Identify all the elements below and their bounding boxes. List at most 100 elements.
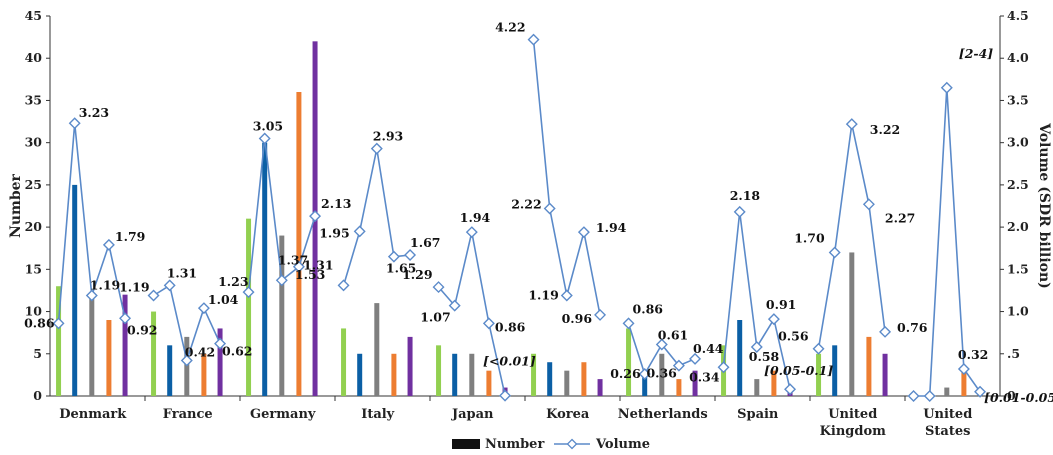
volume-marker [828, 246, 841, 259]
bar [659, 353, 665, 396]
bar [374, 303, 380, 396]
data-label: 0.86 [633, 301, 664, 316]
y-right-tick-label: 3.5 [1007, 92, 1029, 107]
bar [279, 235, 285, 396]
volume-marker [862, 198, 875, 211]
volume-marker [163, 279, 176, 292]
volume-marker [923, 390, 936, 402]
volume-line [532, 39, 601, 316]
bar [56, 286, 62, 396]
bar [626, 328, 632, 396]
data-label: 1.19 [90, 278, 120, 293]
data-label: 1.53 [295, 267, 325, 282]
y-left-axis-title: Number [8, 173, 24, 237]
bar [262, 142, 268, 396]
volume-marker [527, 33, 540, 46]
volume-marker [482, 317, 495, 330]
data-label: 1.04 [208, 292, 239, 307]
volume-marker [337, 279, 350, 292]
y-right-tick-label: 1.5 [1007, 261, 1029, 276]
data-label: 0.91 [766, 297, 796, 312]
volume-marker [387, 250, 400, 263]
category-label: Spain [737, 407, 779, 422]
data-label: 0.61 [658, 327, 688, 342]
data-label: 1.95 [319, 225, 349, 240]
y-right-tick-label: 1.0 [1007, 304, 1029, 319]
volume-marker [147, 289, 160, 302]
volume-marker [812, 342, 825, 355]
volume-marker [974, 385, 987, 398]
volume-marker [432, 281, 445, 294]
volume-marker [85, 289, 98, 302]
volume-marker [689, 352, 702, 365]
data-label: 1.94 [596, 220, 627, 235]
legend-swatch-number [452, 439, 480, 449]
bar [151, 311, 157, 396]
data-label: [<0.01] [483, 354, 536, 369]
volume-marker [242, 286, 255, 299]
volume-marker [214, 337, 227, 350]
bar [122, 294, 128, 396]
category-label: Italy [361, 407, 394, 422]
y-left-tick-label: 35 [25, 92, 42, 107]
volume-marker [622, 317, 635, 330]
bar [816, 353, 822, 396]
volume-marker [102, 238, 115, 251]
y-left-tick-label: 30 [25, 135, 43, 150]
bar [469, 353, 475, 396]
bar [866, 336, 872, 396]
data-label: 2.27 [885, 210, 915, 225]
data-label: 4.22 [495, 20, 525, 35]
volume-marker [767, 313, 780, 326]
bar [357, 353, 363, 396]
y-left-tick-label: 20 [25, 219, 43, 234]
data-label: 1.31 [167, 265, 197, 280]
data-label: 3.23 [79, 105, 109, 120]
volume-marker [119, 312, 132, 325]
data-label: 2.18 [730, 188, 761, 203]
volume-marker [784, 383, 797, 396]
volume-marker [309, 210, 322, 223]
bar [531, 353, 537, 396]
bar [246, 218, 252, 396]
volume-marker [638, 368, 651, 381]
volume-marker [879, 325, 892, 338]
volume-marker [258, 132, 271, 145]
bar [547, 362, 553, 396]
volume-marker [68, 117, 81, 130]
data-label: 3.22 [870, 122, 900, 137]
y-right-tick-label: 2.5 [1007, 177, 1029, 192]
legend-label-number: Number [485, 437, 544, 452]
data-label: 2.13 [321, 196, 351, 211]
data-label: 0.56 [778, 329, 809, 344]
bar [89, 294, 95, 396]
volume-marker [560, 289, 573, 302]
data-label: 1.29 [402, 267, 432, 282]
bar [72, 184, 78, 396]
data-label: [2-4] [959, 46, 993, 61]
data-label: 1.94 [460, 210, 491, 225]
data-label: [0.01-0.05] [984, 390, 1053, 405]
y-left-tick-label: 10 [25, 304, 43, 319]
volume-marker [733, 205, 746, 218]
data-label: 0.62 [222, 344, 252, 359]
category-label: Denmark [59, 407, 127, 422]
volume-marker [52, 317, 65, 330]
bar [296, 92, 302, 396]
volume-marker [499, 389, 512, 402]
volume-marker [594, 308, 607, 321]
category-label: United [923, 407, 972, 422]
data-label: 0.96 [562, 311, 593, 326]
data-label: 0.58 [749, 349, 780, 364]
bar [106, 320, 112, 396]
y-right-tick-label: 4.0 [1007, 50, 1029, 65]
volume-marker [275, 274, 288, 287]
data-label: 0.32 [958, 347, 988, 362]
y-right-tick-label: 2.0 [1007, 219, 1029, 234]
data-label: 1.07 [420, 310, 450, 325]
bar [944, 387, 950, 396]
bar [961, 370, 967, 396]
volume-marker [404, 248, 417, 261]
y-left-tick-label: 45 [25, 8, 42, 23]
